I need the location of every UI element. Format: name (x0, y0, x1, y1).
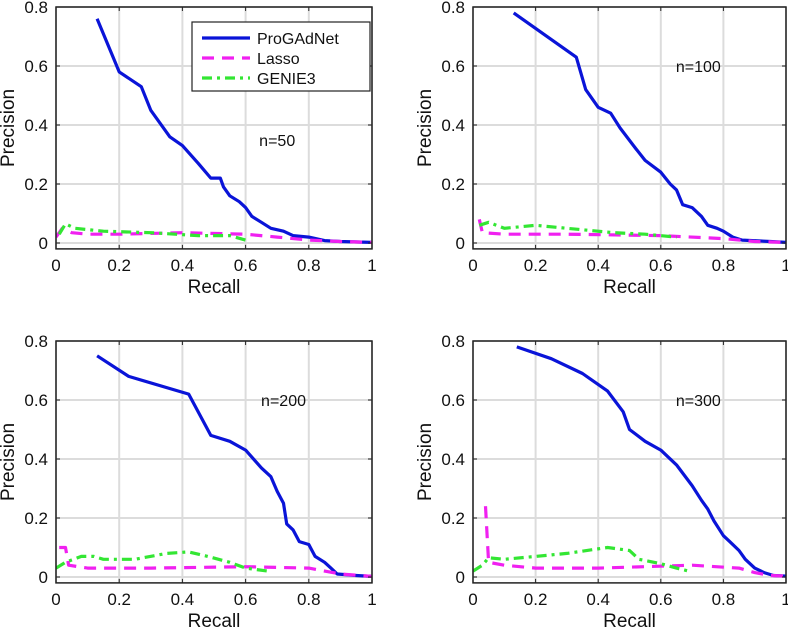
y-axis-label: Precision (0, 423, 19, 501)
sample-size-annotation: n=100 (676, 59, 721, 76)
x-tick-label: 0.4 (586, 256, 610, 275)
x-tick-label: 0 (468, 590, 477, 609)
legend-label: ProGAdNet (257, 31, 339, 48)
x-tick-label: 1 (367, 256, 376, 275)
y-tick-label: 0.2 (24, 509, 48, 528)
x-tick-label: 0.6 (649, 256, 673, 275)
y-axis-label: Precision (0, 89, 19, 167)
y-tick-label: 0.4 (441, 450, 465, 469)
series-line-lasso (477, 219, 786, 244)
series-line-progadnet (96, 354, 372, 578)
y-tick-label: 0.8 (24, 332, 48, 351)
x-tick-label: 0.2 (524, 590, 548, 609)
x-tick-label: 0 (468, 256, 477, 275)
axes-box (55, 340, 373, 584)
y-tick-label: 0.6 (24, 57, 48, 76)
x-tick-label: 1 (781, 590, 788, 609)
y-tick-label: 0.4 (24, 116, 48, 135)
x-tick-label: 0.2 (107, 256, 131, 275)
y-tick-label: 0 (39, 234, 48, 253)
x-tick-label: 0.2 (107, 590, 131, 609)
x-tick-label: 1 (781, 256, 788, 275)
y-tick-label: 0 (456, 568, 465, 587)
y-tick-label: 0.2 (24, 175, 48, 194)
sample-size-annotation: n=50 (259, 133, 295, 150)
y-tick-label: 0.2 (441, 175, 465, 194)
x-tick-label: 0.8 (297, 590, 321, 609)
x-axis-label: Recall (603, 277, 656, 298)
series-line-progadnet (95, 18, 372, 244)
x-axis-label: Recall (603, 611, 656, 629)
y-tick-label: 0.6 (441, 57, 465, 76)
x-axis-label: Recall (188, 611, 241, 629)
x-tick-label: 1 (367, 590, 376, 609)
y-tick-label: 0.4 (24, 450, 48, 469)
x-tick-label: 0 (51, 256, 60, 275)
legend-label: Lasso (257, 51, 300, 68)
series-line-lasso (483, 506, 786, 578)
y-axis-label: Precision (415, 423, 436, 501)
y-tick-label: 0.2 (441, 509, 465, 528)
series-line-progadnet (516, 345, 786, 578)
x-tick-label: 0.4 (171, 590, 195, 609)
x-tick-label: 0 (51, 590, 60, 609)
legend-box (191, 21, 371, 92)
x-tick-label: 0.4 (586, 590, 610, 609)
x-tick-label: 0.4 (171, 256, 195, 275)
series-line-genie3 (56, 550, 268, 573)
x-axis-label: Recall (188, 277, 241, 298)
subplot-2: 0 0.2 0.4 0.6 0.8 1 0 0.2 0.4 0.6 0.8 Recall Precisi… (415, 0, 788, 298)
subplot-4: 0 0.2 0.4 0.6 0.8 1 0 0.2 0.4 0.6 0.8 Recall Precisi… (415, 332, 788, 629)
x-tick-label: 0.8 (712, 256, 736, 275)
y-tick-label: 0 (39, 568, 48, 587)
axes-box (472, 6, 787, 250)
x-tick-label: 0.6 (234, 590, 258, 609)
x-tick-label: 0.6 (234, 256, 258, 275)
y-tick-label: 0.8 (441, 0, 465, 17)
y-tick-label: 0 (456, 234, 465, 253)
y-tick-label: 0.8 (441, 332, 465, 351)
y-tick-label: 0.6 (24, 391, 48, 410)
y-axis-label: Precision (415, 89, 436, 167)
x-tick-label: 0.8 (297, 256, 321, 275)
series-line-lasso (59, 545, 372, 578)
x-tick-label: 0.6 (649, 590, 673, 609)
subplot-1: 0 0.2 0.4 0.6 0.8 1 0 0.2 0.4 0.6 0.8 Recall Precisi… (0, 0, 377, 298)
series-line-progadnet (512, 11, 786, 244)
y-tick-label: 0.4 (441, 116, 465, 135)
legend-label: GENIE3 (257, 71, 316, 88)
y-tick-label: 0.6 (441, 391, 465, 410)
y-tick-label: 0.8 (24, 0, 48, 17)
x-tick-label: 0.2 (524, 256, 548, 275)
subplot-3: 0 0.2 0.4 0.6 0.8 1 0 0.2 0.4 0.6 0.8 Recall Precisi… (0, 332, 377, 629)
axes-box (472, 340, 787, 584)
series-line-genie3 (473, 545, 690, 573)
legend: ProGAdNet Lasso GENIE3 (191, 21, 371, 92)
sample-size-annotation: n=300 (676, 393, 721, 410)
sample-size-annotation: n=200 (261, 393, 306, 410)
x-tick-label: 0.8 (712, 590, 736, 609)
series-line-lasso (56, 226, 372, 244)
series-line-genie3 (478, 220, 677, 239)
series-line-genie3 (57, 222, 247, 242)
axes-box (55, 6, 373, 250)
